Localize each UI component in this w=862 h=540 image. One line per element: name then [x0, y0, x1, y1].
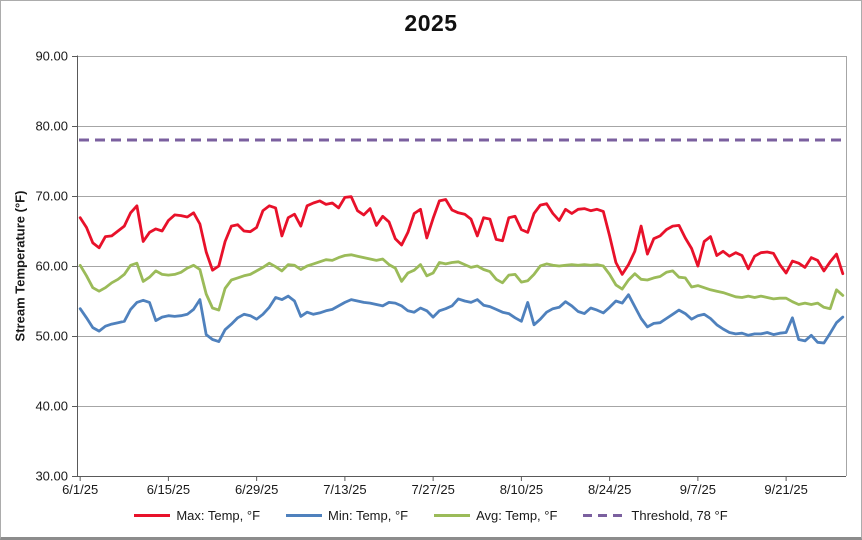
chart-title: 2025: [404, 10, 458, 36]
y-tick-label: 30.00: [35, 469, 68, 484]
avg-temp-line: [78, 253, 845, 312]
legend-label-avg: Avg: Temp, °F: [476, 508, 558, 523]
legend-label-threshold: Threshold, 78 °F: [631, 508, 728, 523]
legend-item-max: Max: Temp, °F: [134, 508, 260, 523]
x-tick-label: 8/24/25: [588, 482, 631, 497]
x-tick-label: 9/21/25: [764, 482, 807, 497]
y-axis-title: Stream Temperature (°F): [12, 190, 28, 342]
legend-item-min: Min: Temp, °F: [286, 508, 408, 523]
x-tick-label: 7/13/25: [323, 482, 366, 497]
y-tick-label: 80.00: [35, 119, 68, 134]
y-tick-label: 90.00: [35, 49, 68, 64]
x-tick-label: 7/27/25: [411, 482, 454, 497]
legend-label-max: Max: Temp, °F: [176, 508, 261, 523]
x-tick-label: 6/29/25: [235, 482, 278, 497]
y-tick-label: 50.00: [35, 329, 68, 344]
x-tick-label: 8/10/25: [500, 482, 543, 497]
min-line-sample: [286, 514, 323, 517]
max-line-sample: [134, 514, 171, 517]
threshold-line-sample: [583, 514, 626, 517]
y-tick-label: 60.00: [35, 259, 68, 274]
y-tick-label: 70.00: [35, 189, 68, 204]
legend-label-min: Min: Temp, °F: [328, 508, 409, 523]
min-temp-line: [78, 293, 845, 345]
max-temp-line: [78, 195, 845, 276]
x-tick-label: 9/7/25: [680, 482, 716, 497]
y-tick-label: 40.00: [35, 399, 68, 414]
legend: Max: Temp, °F Min: Temp, °F Avg: Temp, °…: [1, 508, 861, 523]
x-tick-label: 6/1/25: [62, 482, 98, 497]
x-tick-label: 6/15/25: [147, 482, 190, 497]
avg-line-sample: [434, 514, 471, 517]
legend-item-avg: Avg: Temp, °F: [434, 508, 557, 523]
legend-item-threshold: Threshold, 78 °F: [583, 508, 728, 523]
